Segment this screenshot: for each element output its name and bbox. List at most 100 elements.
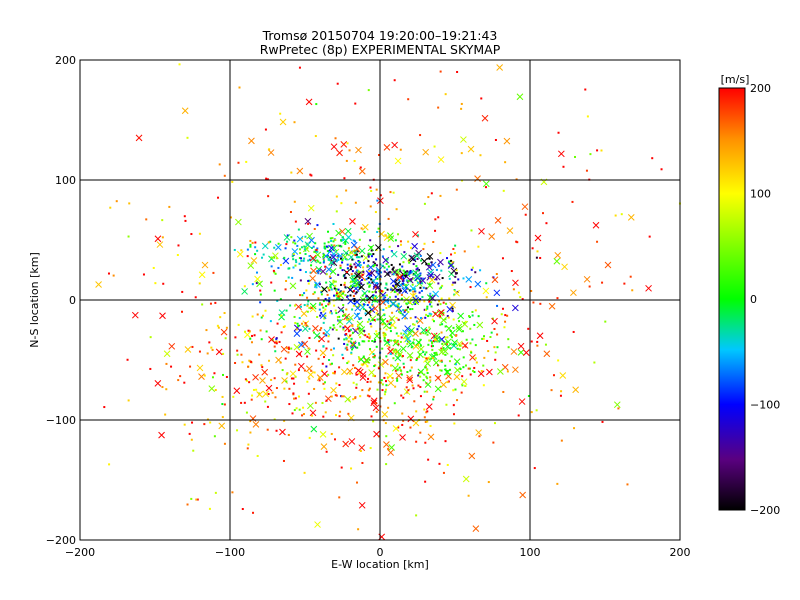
scatter-point	[415, 440, 418, 443]
scatter-cross	[401, 287, 409, 295]
scatter-cross	[358, 444, 366, 452]
scatter-point	[367, 252, 370, 255]
scatter-cross	[404, 335, 412, 343]
scatter-point	[475, 361, 478, 364]
scatter-point	[349, 263, 352, 266]
scatter-cross	[346, 367, 354, 375]
scatter-point	[535, 256, 538, 259]
scatter-point	[439, 315, 442, 318]
scatter-point	[527, 327, 530, 330]
scatter-point	[293, 397, 296, 400]
scatter-point	[335, 210, 338, 213]
scatter-point	[504, 320, 507, 323]
scatter-point	[462, 356, 465, 359]
scatter-cross	[309, 409, 317, 417]
scatter-point	[651, 157, 654, 160]
scatter-point	[329, 326, 332, 329]
scatter-point	[406, 306, 409, 309]
scatter-point	[451, 310, 454, 313]
scatter-point	[332, 279, 335, 282]
scatter-point	[307, 347, 310, 350]
scatter-point	[490, 331, 493, 334]
scatter-point	[255, 388, 258, 391]
scatter-cross	[297, 362, 305, 370]
scatter-point	[164, 413, 167, 416]
plot-frame	[79, 59, 681, 541]
scatter-cross	[425, 403, 433, 410]
scatter-point	[358, 342, 361, 345]
scatter-point	[360, 363, 363, 366]
scatter-point	[321, 362, 324, 365]
scatter-point	[271, 391, 274, 394]
scatter-point	[373, 365, 376, 368]
scatter-point	[324, 314, 327, 317]
scatter-cross	[359, 374, 367, 381]
scatter-point	[312, 331, 315, 334]
scatter-cross	[358, 283, 365, 291]
scatter-point	[369, 284, 372, 287]
scatter-point	[145, 218, 148, 221]
scatter-cross	[414, 274, 421, 282]
scatter-point	[367, 89, 370, 92]
scatter-point	[191, 345, 194, 348]
scatter-point	[366, 394, 369, 397]
scatter-point	[332, 240, 335, 243]
scatter-point	[352, 304, 355, 307]
scatter-cross	[154, 380, 162, 387]
scatter-cross	[310, 256, 318, 264]
scatter-point	[358, 256, 361, 259]
scatter-cross	[406, 352, 414, 359]
scatter-point	[188, 432, 191, 435]
scatter-point	[496, 346, 499, 349]
scatter-point	[254, 241, 257, 244]
scatter-cross	[344, 395, 352, 403]
scatter-point	[507, 338, 510, 341]
scatter-cross	[412, 343, 420, 350]
scatter-point	[445, 302, 448, 305]
scatter-point	[270, 378, 273, 381]
scatter-point	[388, 346, 391, 349]
scatter-point	[429, 424, 432, 427]
scatter-point	[372, 265, 375, 268]
scatter-point	[247, 443, 250, 446]
scatter-point	[424, 420, 427, 423]
scatter-point	[429, 314, 432, 317]
scatter-cross	[370, 399, 378, 407]
scatter-point	[336, 297, 339, 300]
scatter-point	[363, 340, 366, 343]
scatter-point	[329, 237, 332, 240]
scatter-point	[419, 316, 422, 319]
scatter-point	[206, 352, 209, 355]
scatter-point	[372, 353, 375, 356]
scatter-point	[210, 346, 213, 349]
scatter-point	[280, 314, 283, 317]
scatter-cross	[301, 340, 309, 348]
scatter-cross	[444, 343, 452, 351]
scatter-cross	[342, 249, 350, 257]
scatter-point	[429, 339, 432, 342]
scatter-point	[198, 350, 201, 353]
scatter-point	[389, 330, 392, 333]
scatter-point	[354, 397, 357, 400]
scatter-point	[339, 319, 342, 322]
scatter-point	[316, 259, 319, 262]
scatter-point	[411, 384, 414, 387]
scatter-cross	[361, 223, 369, 231]
scatter-point	[293, 409, 296, 412]
scatter-cross	[461, 320, 469, 328]
scatter-point	[412, 323, 415, 326]
scatter-point	[450, 334, 453, 337]
scatter-point	[388, 322, 391, 325]
scatter-point	[325, 334, 328, 337]
scatter-point	[421, 282, 424, 285]
scatter-point	[266, 178, 269, 181]
scatter-point	[264, 309, 267, 312]
scatter-point	[407, 280, 410, 283]
scatter-point	[342, 314, 345, 317]
scatter-point	[315, 286, 318, 289]
scatter-point	[339, 266, 342, 269]
scatter-cross	[259, 377, 266, 384]
scatter-cross	[215, 348, 223, 356]
